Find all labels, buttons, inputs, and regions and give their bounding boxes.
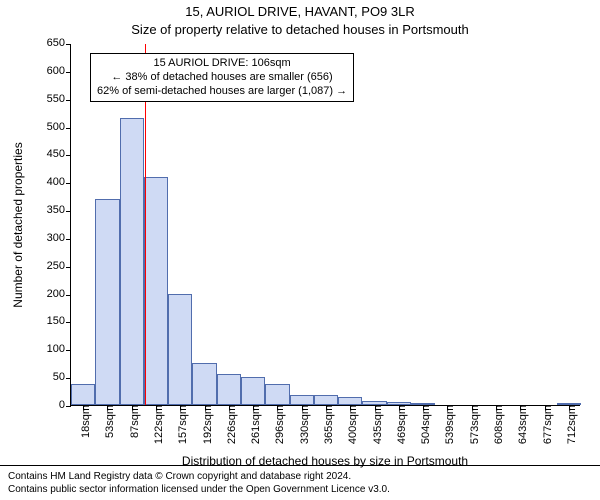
- histogram-bar: [71, 384, 95, 405]
- histogram-bar: [338, 397, 362, 405]
- x-tick-label: 504sqm: [414, 405, 432, 444]
- x-tick-label: 573sqm: [463, 405, 481, 444]
- x-tick-label: 712sqm: [560, 405, 578, 444]
- histogram-bar: [95, 199, 119, 405]
- x-tick-label: 87sqm: [123, 405, 141, 438]
- histogram-bar: [168, 294, 192, 405]
- y-tick-label: 150: [47, 315, 71, 327]
- x-tick-label: 53sqm: [98, 405, 116, 438]
- x-tick-label: 192sqm: [196, 405, 214, 444]
- annotation-line: ← 38% of detached houses are smaller (65…: [97, 71, 347, 85]
- y-tick-label: 0: [59, 399, 71, 411]
- x-tick-label: 400sqm: [341, 405, 359, 444]
- y-tick-label: 250: [47, 260, 71, 272]
- x-tick-label: 18sqm: [74, 405, 92, 438]
- y-tick-label: 450: [47, 148, 71, 160]
- annotation-line: 15 AURIOL DRIVE: 106sqm: [97, 57, 347, 71]
- x-tick-label: 261sqm: [244, 405, 262, 444]
- histogram-bar: [241, 377, 265, 405]
- x-tick-label: 608sqm: [487, 405, 505, 444]
- y-tick-label: 50: [53, 371, 71, 383]
- histogram-bar: [217, 374, 241, 405]
- annotation-line: 62% of semi-detached houses are larger (…: [97, 85, 347, 99]
- y-tick-label: 650: [47, 37, 71, 49]
- y-tick-label: 300: [47, 232, 71, 244]
- histogram-bar: [120, 118, 144, 405]
- histogram-bar: [144, 177, 168, 405]
- x-tick-label: 539sqm: [438, 405, 456, 444]
- histogram-bar: [192, 363, 216, 405]
- x-tick-label: 435sqm: [366, 405, 384, 444]
- x-tick-label: 643sqm: [511, 405, 529, 444]
- x-tick-label: 296sqm: [268, 405, 286, 444]
- y-tick-label: 550: [47, 93, 71, 105]
- x-tick-label: 330sqm: [293, 405, 311, 444]
- annotation-box: 15 AURIOL DRIVE: 106sqm ← 38% of detache…: [90, 53, 354, 102]
- x-tick-label: 677sqm: [536, 405, 554, 444]
- x-tick-label: 365sqm: [317, 405, 335, 444]
- y-tick-label: 350: [47, 204, 71, 216]
- y-tick-label: 400: [47, 176, 71, 188]
- y-tick-label: 600: [47, 65, 71, 77]
- histogram-bar: [314, 395, 338, 405]
- footer-line2: Contains public sector information licen…: [8, 483, 592, 496]
- x-tick-label: 469sqm: [390, 405, 408, 444]
- x-tick-label: 122sqm: [147, 405, 165, 444]
- y-tick-label: 500: [47, 121, 71, 133]
- histogram-bar: [290, 395, 314, 405]
- x-tick-label: 226sqm: [220, 405, 238, 444]
- footer: Contains HM Land Registry data © Crown c…: [0, 465, 600, 500]
- y-tick-label: 100: [47, 343, 71, 355]
- title-line2: Size of property relative to detached ho…: [0, 22, 600, 37]
- histogram-bar: [265, 384, 289, 405]
- title-line1: 15, AURIOL DRIVE, HAVANT, PO9 3LR: [0, 4, 600, 19]
- y-axis-label: Number of detached properties: [11, 142, 25, 307]
- y-tick-label: 200: [47, 288, 71, 300]
- x-tick-label: 157sqm: [171, 405, 189, 444]
- footer-line1: Contains HM Land Registry data © Crown c…: [8, 470, 592, 483]
